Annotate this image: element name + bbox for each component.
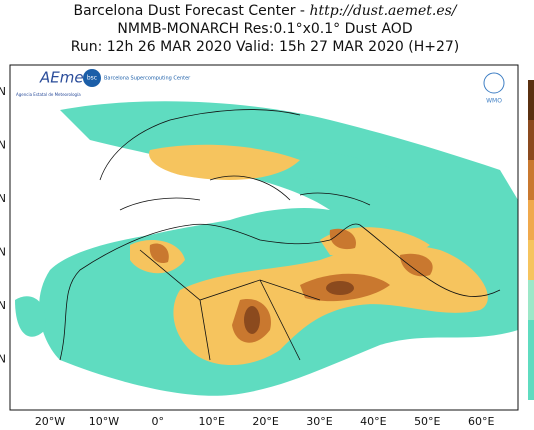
aemet-logo: AEmet bbox=[39, 69, 91, 87]
model-line: NMMB-MONARCH Res:0.1°x0.1° Dust AOD bbox=[117, 21, 412, 37]
map-frame bbox=[9, 64, 519, 411]
run-line: Run: 12h 26 MAR 2020 Valid: 15h 27 MAR 2… bbox=[71, 39, 460, 55]
url: http://dust.aemet.es/ bbox=[309, 3, 457, 19]
lat-label: N bbox=[0, 192, 6, 205]
lat-label: N bbox=[0, 246, 6, 259]
lon-label: 10°E bbox=[198, 415, 224, 428]
lon-label: 20°E bbox=[252, 415, 278, 428]
bsc-badge bbox=[83, 69, 101, 87]
bsc-logo: bsc bbox=[87, 75, 97, 82]
title: Barcelona Dust Forecast Center - bbox=[73, 3, 309, 19]
lon-label: 40°E bbox=[360, 415, 386, 428]
lon-label: 30°E bbox=[306, 415, 332, 428]
lon-label: 60°E bbox=[468, 415, 494, 428]
map-area: AEmet Agencia Estatal de Meteorología bs… bbox=[10, 65, 518, 410]
title-line: Barcelona Dust Forecast Center - http://… bbox=[73, 3, 457, 19]
lon-label: 0° bbox=[152, 415, 165, 428]
aemet-subtitle: Agencia Estatal de Meteorología bbox=[16, 92, 81, 97]
lon-labels: 20°W 10°W 0° 10°E 20°E 30°E 40°E 50°E 60°E bbox=[35, 415, 495, 428]
lat-label: N bbox=[0, 299, 6, 312]
wmo-emblem bbox=[483, 72, 505, 94]
lon-label: 20°W bbox=[35, 415, 65, 428]
lat-label: N bbox=[0, 139, 6, 152]
dust-very-high bbox=[244, 281, 354, 334]
bsc-text: Barcelona Supercomputing Center bbox=[104, 76, 191, 82]
lon-label: 50°E bbox=[414, 415, 440, 428]
colorbar bbox=[528, 80, 534, 400]
coastlines bbox=[59, 109, 501, 361]
dust-low bbox=[15, 101, 518, 396]
wmo-logo: WMO bbox=[486, 98, 502, 105]
lat-labels: N N N N N N bbox=[0, 85, 6, 366]
lat-label: N bbox=[0, 353, 6, 366]
lon-label: 10°W bbox=[89, 415, 119, 428]
lat-label: N bbox=[0, 85, 6, 98]
